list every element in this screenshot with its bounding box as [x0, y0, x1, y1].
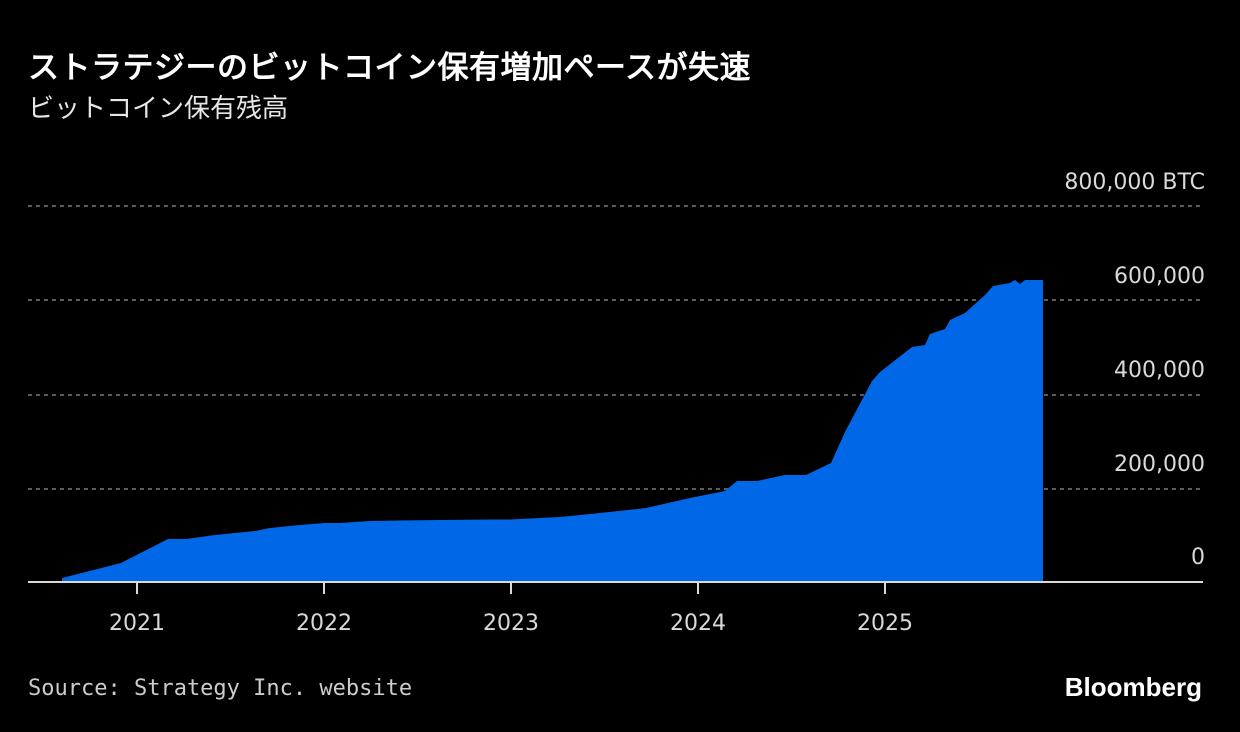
- x-ticks: [136, 583, 886, 594]
- source-note: Source: Strategy Inc. website: [28, 676, 413, 701]
- bloomberg-logo: Bloomberg: [1064, 672, 1202, 702]
- x-tick-2025: 2025: [857, 611, 913, 636]
- chart-title: ストラテジーのビットコイン保有増加ペースが失速: [28, 50, 751, 86]
- y-tick-800000: 800,000 BTC: [1064, 170, 1205, 195]
- x-tick-2021: 2021: [109, 611, 165, 636]
- x-tick-2023: 2023: [483, 611, 539, 636]
- y-tick-400000: 400,000: [1114, 358, 1205, 383]
- y-tick-0: 0: [1191, 545, 1205, 570]
- holdings-area: [62, 280, 1043, 582]
- y-tick-600000: 600,000: [1114, 264, 1205, 289]
- x-tick-2024: 2024: [670, 611, 726, 636]
- x-tick-2022: 2022: [296, 611, 352, 636]
- y-tick-200000: 200,000: [1114, 452, 1205, 477]
- chart-subtitle: ビットコイン保有残高: [28, 94, 289, 124]
